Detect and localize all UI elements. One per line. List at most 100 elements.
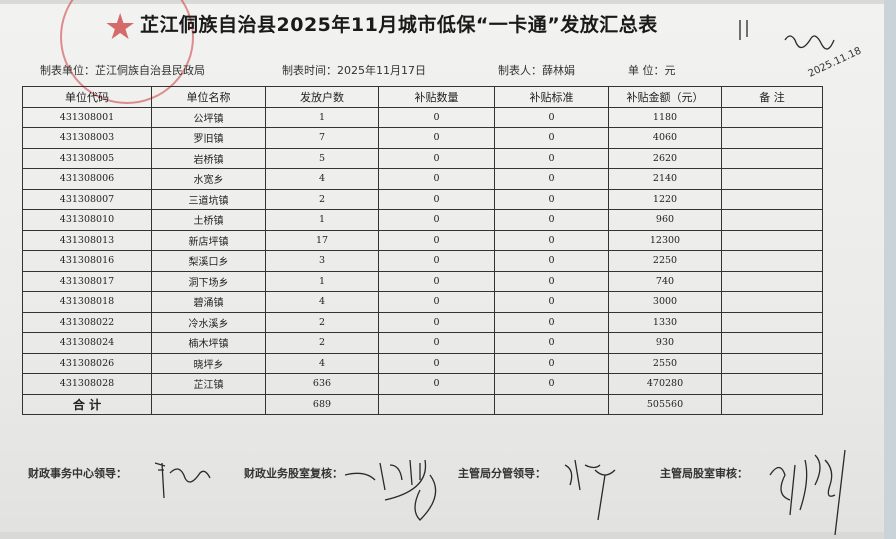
cell-subsidy-amount: 1180 <box>608 106 722 128</box>
cell-subsidy-standard: 0 <box>494 127 609 149</box>
cell-unit-code: 431308006 <box>22 168 152 190</box>
cell-subsidy-standard: 0 <box>494 270 609 292</box>
cell-subsidy-quantity: 0 <box>378 291 495 313</box>
cell-subsidy-standard: 0 <box>494 373 609 395</box>
cell-unit-code: 431308013 <box>22 229 152 251</box>
header-subsidy-quantity: 补贴数量 <box>378 86 495 108</box>
cell-subsidy-amount: 1220 <box>608 188 722 210</box>
currency-unit: 单 位：元 <box>628 64 676 77</box>
cell-remarks <box>721 332 823 354</box>
cell-subsidy-amount: 470280 <box>608 373 722 395</box>
table-row: 431308016 梨溪口乡 3 0 0 2250 <box>22 250 823 272</box>
cell-unit-name: 梨溪口乡 <box>151 250 266 272</box>
background-edge <box>884 0 896 539</box>
total-label: 合 计 <box>22 393 152 415</box>
cell-households: 17 <box>265 229 379 251</box>
cell-subsidy-standard: 0 <box>494 106 609 128</box>
cell-subsidy-quantity: 0 <box>378 229 495 251</box>
cell-households: 4 <box>265 291 379 313</box>
header-unit-name: 单位名称 <box>151 86 266 108</box>
cell-unit-name: 水宽乡 <box>151 168 266 190</box>
cell-unit-name: 罗旧镇 <box>151 127 266 149</box>
cell-remarks <box>721 291 823 313</box>
finance-review-label: 财政业务股室复核： <box>244 467 343 480</box>
cell-subsidy-quantity: 0 <box>378 270 495 292</box>
cell-subsidy-standard: 0 <box>494 209 609 231</box>
handwritten-date: 2025.11.18 <box>807 46 864 80</box>
cell-subsidy-quantity: 0 <box>378 250 495 272</box>
table-row: 431308006 水宽乡 4 0 0 2140 <box>22 168 823 190</box>
cell-remarks <box>721 250 823 272</box>
cell-unit-code: 431308001 <box>22 106 152 128</box>
table-row: 431308017 洞下场乡 1 0 0 740 <box>22 270 823 292</box>
cell-subsidy-quantity: 0 <box>378 373 495 395</box>
total-empty <box>151 393 266 415</box>
cell-unit-code: 431308003 <box>22 127 152 149</box>
total-row: 合 计 689 505560 <box>22 393 823 415</box>
cell-unit-code: 431308026 <box>22 352 152 374</box>
total-empty <box>378 393 495 415</box>
finance-center-leader-label: 财政事务中心领导： <box>28 467 127 480</box>
prepared-by-unit: 制表单位：芷江侗族自治县民政局 <box>40 64 205 77</box>
cell-remarks <box>721 106 823 128</box>
cell-subsidy-standard: 0 <box>494 352 609 374</box>
table-row: 431308005 岩桥镇 5 0 0 2620 <box>22 147 823 169</box>
cell-unit-code: 431308010 <box>22 209 152 231</box>
cell-subsidy-quantity: 0 <box>378 147 495 169</box>
cell-subsidy-standard: 0 <box>494 311 609 333</box>
table-row: 431308001 公坪镇 1 0 0 1180 <box>22 106 823 128</box>
table-row: 431308028 芷江镇 636 0 0 470280 <box>22 373 823 395</box>
cell-subsidy-quantity: 0 <box>378 311 495 333</box>
cell-households: 2 <box>265 311 379 333</box>
cell-households: 5 <box>265 147 379 169</box>
header-households: 发放户数 <box>265 86 379 108</box>
cell-subsidy-standard: 0 <box>494 332 609 354</box>
cell-households: 1 <box>265 270 379 292</box>
header-remarks: 备 注 <box>721 86 823 108</box>
total-amount: 505560 <box>608 393 722 415</box>
table-row: 431308010 土桥镇 1 0 0 960 <box>22 209 823 231</box>
cell-unit-name: 新店坪镇 <box>151 229 266 251</box>
cell-subsidy-quantity: 0 <box>378 352 495 374</box>
cell-unit-name: 公坪镇 <box>151 106 266 128</box>
cell-remarks <box>721 229 823 251</box>
cell-unit-code: 431308007 <box>22 188 152 210</box>
cell-unit-name: 楠木坪镇 <box>151 332 266 354</box>
cell-households: 636 <box>265 373 379 395</box>
cell-subsidy-amount: 2550 <box>608 352 722 374</box>
cell-unit-code: 431308018 <box>22 291 152 313</box>
cell-subsidy-amount: 3000 <box>608 291 722 313</box>
cell-unit-name: 洞下场乡 <box>151 270 266 292</box>
table-row: 431308022 冷水溪乡 2 0 0 1330 <box>22 311 823 333</box>
bureau-review-label: 主管局股室审核： <box>660 467 748 480</box>
cell-subsidy-amount: 4060 <box>608 127 722 149</box>
cell-households: 7 <box>265 127 379 149</box>
table-row: 431308018 碧涌镇 4 0 0 3000 <box>22 291 823 313</box>
cell-subsidy-amount: 2250 <box>608 250 722 272</box>
table-row: 431308007 三道坑镇 2 0 0 1220 <box>22 188 823 210</box>
cell-subsidy-standard: 0 <box>494 250 609 272</box>
header-unit-code: 单位代码 <box>22 86 152 108</box>
cell-unit-code: 431308024 <box>22 332 152 354</box>
cell-subsidy-standard: 0 <box>494 229 609 251</box>
total-households: 689 <box>265 393 379 415</box>
cell-remarks <box>721 270 823 292</box>
document-title: 芷江侗族自治县2025年11月城市低保“一卡通”发放汇总表 <box>140 14 658 36</box>
cell-unit-name: 冷水溪乡 <box>151 311 266 333</box>
cell-subsidy-amount: 1330 <box>608 311 722 333</box>
star-icon: ★ <box>104 7 137 48</box>
cell-households: 4 <box>265 352 379 374</box>
cell-unit-name: 土桥镇 <box>151 209 266 231</box>
cell-subsidy-quantity: 0 <box>378 106 495 128</box>
cell-subsidy-amount: 740 <box>608 270 722 292</box>
cell-unit-code: 431308005 <box>22 147 152 169</box>
cell-subsidy-quantity: 0 <box>378 209 495 231</box>
cell-subsidy-standard: 0 <box>494 188 609 210</box>
cell-subsidy-amount: 2140 <box>608 168 722 190</box>
cell-households: 2 <box>265 332 379 354</box>
preparer: 制表人：薛林娟 <box>498 64 575 77</box>
header-subsidy-amount: 补贴金额（元） <box>608 86 722 108</box>
cell-subsidy-amount: 2620 <box>608 147 722 169</box>
cell-subsidy-quantity: 0 <box>378 332 495 354</box>
summary-table: 单位代码 单位名称 发放户数 补贴数量 补贴标准 补贴金额（元） 备 注 431… <box>22 86 823 415</box>
